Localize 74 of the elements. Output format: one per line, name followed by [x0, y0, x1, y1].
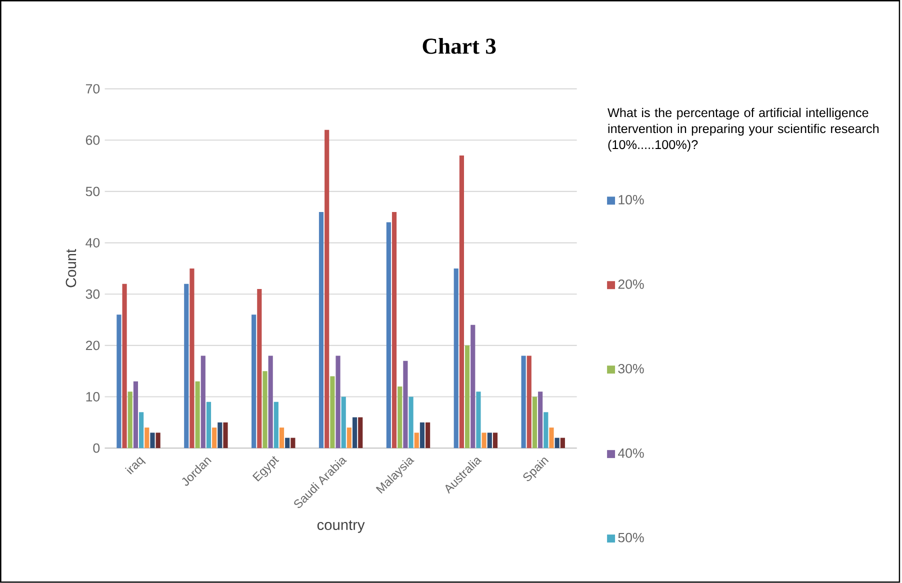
- bar: [532, 396, 538, 448]
- bar: [139, 412, 144, 448]
- legend-label: 40%: [618, 448, 644, 458]
- bar: [386, 222, 391, 448]
- bar: [128, 392, 132, 448]
- bar: [426, 422, 430, 448]
- bar: [262, 371, 268, 448]
- bar: [195, 381, 200, 448]
- bar: [274, 402, 278, 448]
- bar: [133, 381, 138, 448]
- bar: [476, 392, 481, 448]
- bar: [200, 356, 206, 448]
- bar: [268, 356, 273, 448]
- bar: [252, 314, 256, 448]
- bar: [190, 268, 194, 448]
- bar: [544, 412, 548, 448]
- bar: [538, 392, 543, 448]
- legend-label: 10%: [618, 195, 644, 205]
- x-tick-label: iraq: [124, 456, 146, 475]
- bar: [465, 346, 470, 448]
- y-tick-label: 70: [86, 84, 100, 94]
- bar: [492, 432, 498, 448]
- bar: [184, 284, 189, 448]
- y-tick-label: 10: [86, 392, 100, 402]
- legend-label: 20%: [618, 280, 644, 289]
- bar: [549, 428, 554, 448]
- bar: [521, 356, 526, 448]
- bar: [206, 402, 212, 448]
- bar: [346, 428, 352, 448]
- bar: [257, 289, 262, 448]
- bar: [403, 360, 408, 448]
- bar: [324, 130, 330, 448]
- bar: [358, 417, 363, 448]
- y-tick-label: 30: [86, 290, 100, 299]
- x-axis-title: country: [317, 520, 365, 533]
- bar: [212, 428, 217, 448]
- bar: [156, 432, 160, 448]
- bar: [290, 438, 296, 448]
- bar: [459, 156, 464, 448]
- y-axis-title: Count: [66, 249, 76, 288]
- bar: [470, 325, 476, 448]
- bar: [560, 438, 565, 448]
- bar: [122, 284, 127, 448]
- bar: [420, 422, 425, 448]
- legend-title: What is the percentage of artificial intelligence intervention in preparing your scientific research (10%.....100%)?: [608, 108, 879, 152]
- y-tick-label: 40: [86, 238, 100, 248]
- bar: [352, 417, 358, 448]
- bar: [341, 396, 346, 448]
- bar: [116, 314, 122, 448]
- bar: [285, 438, 290, 448]
- y-tick-label: 20: [86, 340, 100, 350]
- bar: [414, 432, 419, 448]
- bar: [330, 376, 335, 448]
- bar: [336, 356, 340, 448]
- bar: [487, 432, 492, 448]
- chart-title: Chart 3: [422, 38, 496, 54]
- bar: [144, 428, 150, 448]
- y-tick-label: 50: [86, 186, 100, 196]
- bar: [318, 212, 324, 448]
- y-tick-label: 60: [86, 136, 100, 145]
- bar: [482, 432, 486, 448]
- bar: [408, 396, 414, 448]
- bar: [218, 422, 222, 448]
- bar: [526, 356, 532, 448]
- bar: [392, 212, 397, 448]
- bar: [554, 438, 560, 448]
- legend-label: 50%: [618, 532, 644, 542]
- legend-label: 30%: [618, 364, 644, 374]
- bar: [398, 386, 402, 448]
- bar: [150, 432, 155, 448]
- bar: [279, 428, 284, 448]
- bar: [223, 422, 228, 448]
- y-tick-label: 0: [93, 443, 100, 453]
- bar: [454, 268, 458, 448]
